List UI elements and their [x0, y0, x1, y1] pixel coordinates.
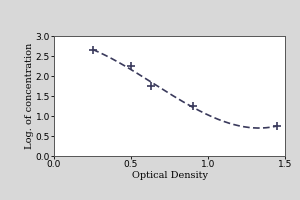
Y-axis label: Log. of concentration: Log. of concentration	[25, 43, 34, 149]
X-axis label: Optical Density: Optical Density	[131, 171, 208, 180]
